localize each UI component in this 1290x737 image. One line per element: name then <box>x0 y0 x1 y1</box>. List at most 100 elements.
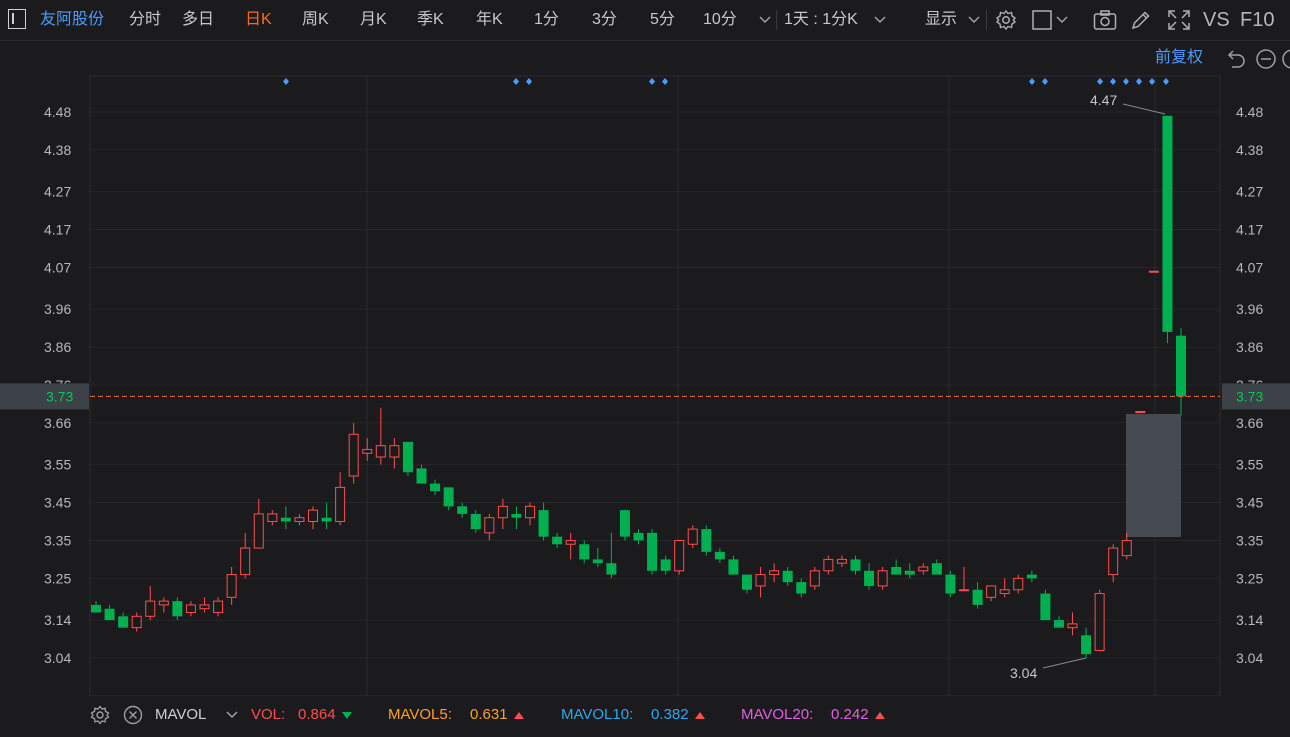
price-tick-right: 3.25 <box>1236 570 1263 586</box>
adjust-mode-select[interactable]: 前复权 <box>1155 49 1204 66</box>
candle <box>172 597 183 621</box>
tab-multi-day[interactable]: 多日 <box>182 11 215 28</box>
tab-day-k[interactable]: 日K <box>245 11 272 28</box>
event-markers <box>283 78 1169 85</box>
candle-body <box>1121 539 1132 557</box>
candle <box>91 601 101 613</box>
stock-name[interactable]: 友阿股份 <box>40 11 105 28</box>
candle-body <box>335 486 346 522</box>
tab-5min[interactable]: 5分 <box>650 11 675 28</box>
tab-year-k[interactable]: 年K <box>476 11 503 28</box>
candle-body <box>199 604 210 610</box>
high-annotation: 4.47 <box>1090 92 1166 115</box>
tab-intraday[interactable]: 分时 <box>129 11 162 28</box>
candle <box>213 597 224 617</box>
event-marker-icon <box>1136 78 1142 85</box>
candle-body <box>579 544 590 560</box>
candle <box>1135 411 1146 414</box>
candle-body <box>91 604 101 613</box>
event-marker-icon <box>1097 78 1103 85</box>
candle <box>430 479 441 495</box>
zoom-in-icon[interactable] <box>1281 48 1290 70</box>
panel-toggle-icon[interactable] <box>8 9 26 29</box>
candle-body <box>389 445 400 458</box>
candle <box>497 498 508 530</box>
candle <box>470 510 481 533</box>
candle-body <box>755 574 766 587</box>
layout-square-icon[interactable] <box>1032 9 1072 31</box>
camera-icon[interactable] <box>1093 9 1117 31</box>
candle-body <box>782 570 793 583</box>
candle-body <box>769 570 780 576</box>
candle-body <box>511 513 522 518</box>
candle <box>1081 627 1092 658</box>
candle-body <box>1026 574 1037 579</box>
candle-body <box>1040 593 1051 621</box>
vs-compare-button[interactable]: VS <box>1203 9 1230 31</box>
gear-icon[interactable] <box>90 705 110 725</box>
event-marker-icon <box>1110 78 1116 85</box>
tab-1min[interactable]: 1分 <box>534 11 559 28</box>
period-more-chevron-icon[interactable] <box>759 15 771 25</box>
candle <box>714 548 725 564</box>
candle-body <box>538 510 549 537</box>
candle-body <box>959 589 969 592</box>
price-tick-left: 3.14 <box>44 612 71 628</box>
candle <box>891 559 902 575</box>
candle-body <box>470 513 481 530</box>
candle <box>1162 115 1173 344</box>
candlestick-chart[interactable]: 4.484.384.274.174.073.963.863.763.663.55… <box>0 41 1290 696</box>
zoom-out-icon[interactable] <box>1255 48 1277 70</box>
candle-body <box>1053 620 1064 628</box>
candle-body <box>416 468 427 484</box>
candle <box>308 506 318 530</box>
price-tick-right: 3.86 <box>1236 339 1263 355</box>
pencil-icon[interactable] <box>1130 9 1152 31</box>
candle-body <box>294 517 305 523</box>
candle <box>809 567 820 590</box>
tab-10min[interactable]: 10分 <box>703 11 737 28</box>
tab-3min[interactable]: 3分 <box>592 11 617 28</box>
candle-body <box>877 570 888 587</box>
display-chevron-icon[interactable] <box>968 15 980 25</box>
close-icon[interactable] <box>123 705 143 725</box>
display-menu[interactable]: 显示 <box>925 11 958 28</box>
candle-body <box>131 615 142 629</box>
combo-period-select[interactable]: 1天 : 1分K <box>784 11 858 28</box>
tab-month-k[interactable]: 月K <box>360 11 387 28</box>
candle-body <box>240 547 251 576</box>
candle-body <box>823 558 834 572</box>
indicator-chevron-icon[interactable] <box>226 710 238 720</box>
tab-week-k[interactable]: 周K <box>302 11 329 28</box>
indicator-name[interactable]: MAVOL <box>155 706 207 723</box>
price-tick-left: 3.04 <box>44 650 71 666</box>
undo-icon[interactable] <box>1226 48 1248 70</box>
candle <box>850 555 861 575</box>
candle-body <box>158 600 169 606</box>
candle-body <box>253 513 264 549</box>
candle <box>796 578 807 598</box>
f10-button[interactable]: F10 <box>1240 9 1275 31</box>
candle <box>375 407 386 465</box>
candle-body <box>172 601 183 617</box>
candle <box>253 498 264 549</box>
combo-chevron-icon[interactable] <box>874 15 886 25</box>
candle-body <box>918 566 929 572</box>
candle-body <box>145 600 156 617</box>
candle <box>959 567 969 592</box>
candle-body <box>660 559 671 571</box>
candle-body <box>1094 593 1105 651</box>
tab-quarter-k[interactable]: 季K <box>417 11 444 28</box>
candle-body <box>104 608 115 621</box>
high-label: 4.47 <box>1090 92 1117 108</box>
candle <box>1176 328 1186 416</box>
candle <box>864 563 875 590</box>
gear-icon[interactable] <box>995 9 1017 31</box>
up-arrow-icon <box>875 712 885 719</box>
candle-body <box>945 574 956 594</box>
event-marker-icon <box>1123 78 1129 85</box>
candle <box>755 567 766 598</box>
plot-frame <box>89 75 1221 696</box>
price-tick-left: 3.45 <box>44 495 71 511</box>
fullscreen-icon[interactable] <box>1167 9 1191 31</box>
